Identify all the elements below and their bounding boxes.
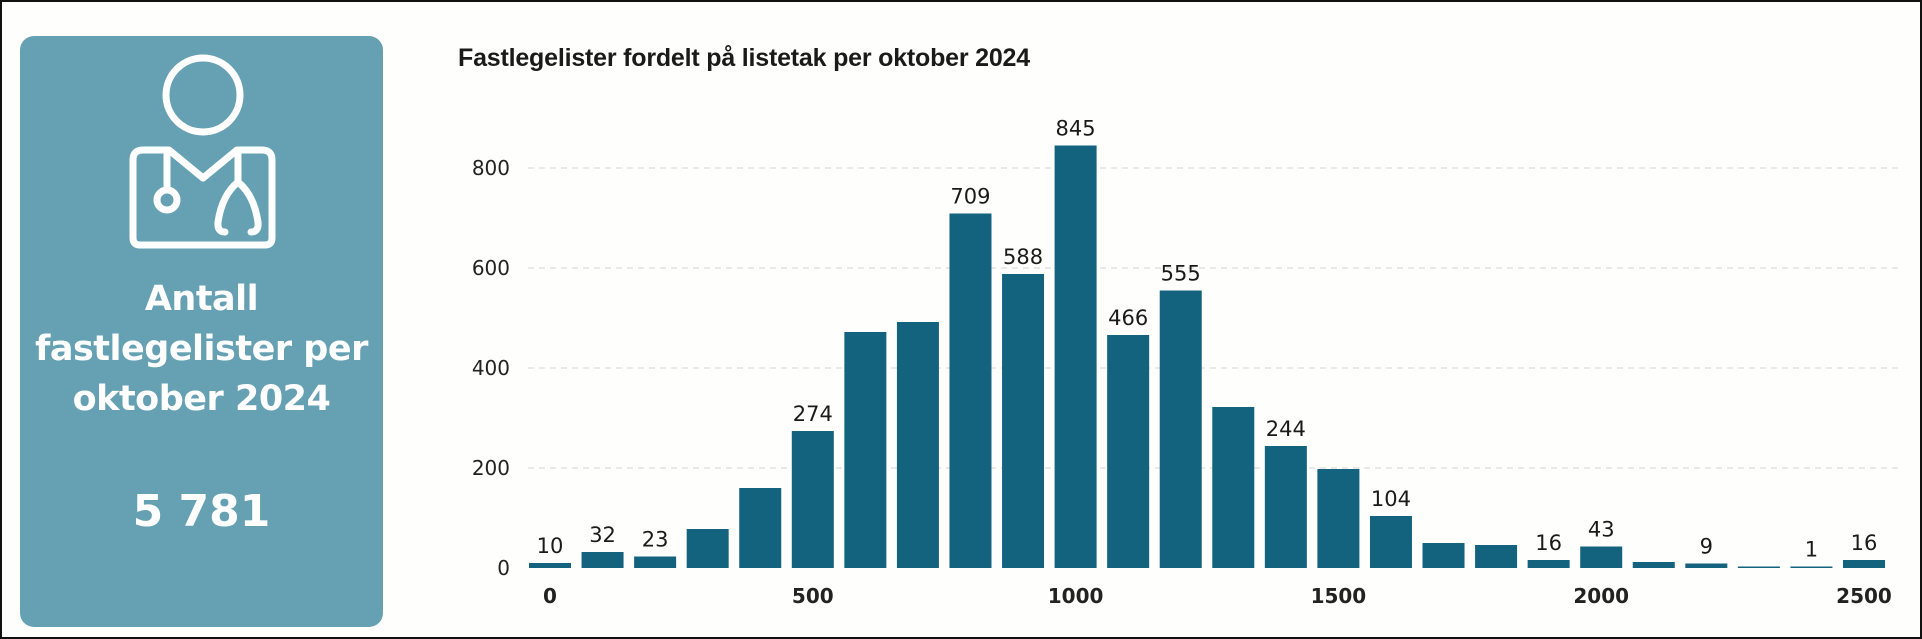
bar[interactable]: [1264, 446, 1307, 568]
bar[interactable]: [1685, 563, 1728, 569]
data-label: 555: [1161, 262, 1201, 286]
bar[interactable]: [1632, 562, 1675, 568]
doctor-stethoscope-icon: [129, 54, 276, 249]
kpi-card: Antall fastlegelister per oktober 2024 5…: [20, 36, 383, 627]
bar[interactable]: [1843, 560, 1885, 568]
data-label: 1: [1805, 538, 1818, 562]
bar[interactable]: [949, 213, 992, 569]
bar[interactable]: [1475, 545, 1518, 568]
kpi-label-line: fastlegelister per: [35, 329, 368, 369]
y-tick-label: 600: [472, 256, 510, 280]
data-label: 845: [1056, 117, 1096, 141]
x-axis-ticks: 0 500 1000 1500 2000 2500: [543, 584, 1892, 608]
bar[interactable]: [896, 322, 939, 568]
x-tick-label: 0: [543, 584, 557, 608]
bar[interactable]: [1107, 335, 1150, 568]
x-tick-label: 500: [792, 584, 834, 608]
bar[interactable]: [1159, 290, 1202, 569]
bar[interactable]: [1212, 407, 1255, 568]
bar[interactable]: [686, 529, 729, 568]
data-label: 9: [1700, 535, 1713, 559]
y-tick-label: 0: [497, 556, 510, 580]
bar[interactable]: [1002, 274, 1045, 568]
kpi-label-line: oktober 2024: [72, 379, 331, 419]
chart-title: Fastlegelister fordelt på listetak per o…: [458, 44, 1030, 72]
bar[interactable]: [739, 488, 782, 568]
bar[interactable]: [634, 556, 677, 569]
data-label: 244: [1266, 417, 1306, 441]
bar[interactable]: [1422, 543, 1465, 568]
bar[interactable]: [1790, 566, 1833, 569]
data-label: 16: [1535, 531, 1562, 555]
bar[interactable]: [844, 332, 887, 568]
kpi-label-line: Antall: [144, 279, 259, 319]
data-label: 466: [1108, 306, 1148, 330]
y-tick-label: 800: [472, 156, 510, 180]
bars: [529, 145, 1885, 569]
y-axis-ticks: 0 200 400 600 800: [472, 156, 510, 580]
bar[interactable]: [1580, 546, 1623, 569]
data-label: 709: [950, 185, 990, 209]
data-label: 10: [537, 534, 564, 558]
x-tick-label: 1000: [1048, 584, 1104, 608]
x-tick-label: 2500: [1836, 584, 1892, 608]
data-label: 16: [1851, 531, 1878, 555]
data-label: 274: [793, 402, 833, 426]
y-tick-label: 400: [472, 356, 510, 380]
bar[interactable]: [529, 563, 571, 568]
bar[interactable]: [791, 431, 834, 568]
data-label: 104: [1371, 487, 1411, 511]
bar[interactable]: [1317, 469, 1360, 568]
bar[interactable]: [1054, 145, 1097, 569]
bar[interactable]: [1527, 560, 1570, 568]
bar[interactable]: [1369, 516, 1412, 568]
data-label: 588: [1003, 245, 1043, 269]
data-label: 43: [1588, 518, 1615, 542]
data-labels: 10 32 23 274 709 588 845 466 555 244 104 16 43 9 1 16: [537, 117, 1878, 562]
kpi-value: 5 781: [132, 486, 271, 537]
kpi-label: Antall fastlegelister per oktober 2024: [20, 274, 383, 424]
data-label: 23: [642, 528, 669, 552]
x-tick-label: 2000: [1573, 584, 1629, 608]
bar[interactable]: [1737, 566, 1780, 569]
data-label: 32: [589, 523, 616, 547]
x-tick-label: 1500: [1311, 584, 1367, 608]
bar[interactable]: [581, 552, 624, 568]
y-tick-label: 200: [472, 456, 510, 480]
